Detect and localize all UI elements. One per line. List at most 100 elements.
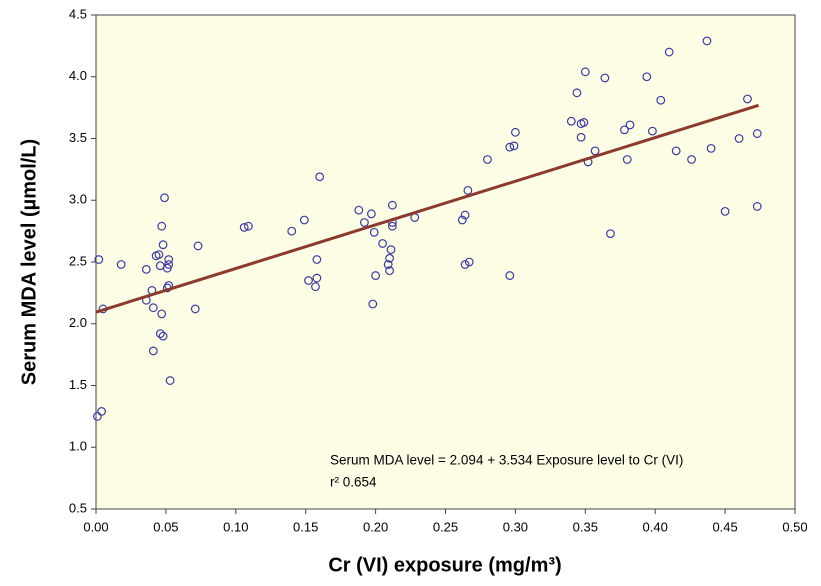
x-tick-label: 0.20: [363, 519, 388, 534]
data-point: [304, 276, 313, 285]
data-point: [360, 218, 369, 227]
x-tick-label: 0.40: [643, 519, 668, 534]
data-point: [576, 132, 586, 142]
data-point: [622, 155, 632, 164]
data-point: [743, 94, 752, 104]
x-tick-label: 0.05: [153, 519, 178, 534]
data-point: [97, 407, 106, 416]
trend-line: [95, 103, 760, 314]
x-tick-label: 0.25: [433, 519, 458, 534]
data-point: [154, 250, 164, 259]
data-point: [385, 266, 394, 276]
data-point: [164, 260, 174, 269]
data-point: [312, 273, 322, 283]
data-point: [600, 73, 610, 83]
x-tick-label: 0.00: [83, 519, 108, 534]
y-tick-label: 1.0: [69, 439, 87, 454]
data-point: [387, 221, 397, 231]
data-point: [116, 260, 126, 269]
data-point: [367, 209, 376, 219]
data-point: [190, 304, 200, 314]
data-point: [165, 376, 175, 385]
data-point: [312, 255, 322, 264]
data-point: [148, 303, 158, 313]
y-axis-title: Serum MDA level (µmol/L): [18, 139, 40, 385]
data-point: [368, 299, 378, 309]
data-point: [752, 129, 762, 138]
data-point: [671, 146, 681, 156]
data-point: [664, 47, 674, 57]
x-tick-label: 0.15: [293, 519, 318, 534]
equation: Serum MDA level = 2.094 + 3.534 Exposure…: [330, 453, 683, 468]
plot-area: [95, 14, 796, 510]
data-point: [505, 142, 515, 152]
y-tick-label: 0.5: [69, 500, 87, 515]
data-point: [464, 257, 474, 267]
data-point: [378, 239, 387, 248]
data-point: [457, 215, 467, 225]
data-point: [463, 185, 473, 195]
data-point: [656, 95, 666, 105]
data-point: [155, 329, 165, 339]
x-tick-label: 0.50: [782, 519, 807, 534]
y-tick-label: 2.0: [69, 315, 87, 330]
data-point: [164, 255, 174, 264]
r-squared: r² 0.654: [330, 475, 377, 490]
data-point: [94, 255, 104, 264]
data-point: [706, 143, 716, 153]
x-tick-label: 0.10: [223, 519, 248, 534]
data-point: [383, 260, 393, 269]
data-point: [160, 193, 169, 203]
data-point: [157, 221, 167, 231]
data-point: [606, 229, 615, 238]
data-point: [460, 210, 470, 220]
data-point: [687, 155, 696, 164]
data-point: [702, 36, 712, 46]
data-point: [193, 241, 203, 251]
x-tick-label: 0.35: [573, 519, 598, 534]
data-point: [566, 116, 576, 126]
data-point: [158, 240, 168, 250]
data-point: [752, 202, 762, 211]
data-point: [511, 127, 520, 137]
data-point: [509, 141, 519, 151]
data-point: [243, 221, 253, 231]
data-point: [299, 215, 309, 225]
y-tick-label: 4.0: [69, 68, 87, 83]
data-point: [157, 309, 167, 319]
data-point: [572, 88, 582, 98]
y-tick-label: 4.5: [69, 6, 87, 21]
y-tick-label: 1.5: [69, 377, 87, 392]
data-point: [287, 226, 297, 236]
data-point: [311, 282, 320, 292]
y-tick-label: 2.5: [69, 253, 87, 268]
y-tick-label: 3.0: [69, 192, 87, 207]
data-point: [387, 200, 397, 210]
data-point: [625, 120, 635, 130]
data-point: [642, 72, 652, 82]
data-point: [720, 206, 730, 216]
data-point: [386, 245, 396, 255]
data-point: [734, 134, 744, 143]
x-axis-title: Cr (VI) exposure (mg/m³): [328, 554, 561, 576]
x-tick-label: 0.45: [712, 519, 737, 534]
data-point: [590, 146, 600, 156]
data-point: [579, 118, 589, 127]
data-point: [369, 227, 379, 237]
data-point: [148, 346, 158, 356]
data-point: [648, 126, 657, 136]
data-point: [158, 331, 168, 341]
data-point: [483, 155, 492, 164]
data-point: [162, 263, 172, 273]
x-tick-label: 0.30: [503, 519, 528, 534]
data-point: [580, 67, 590, 77]
data-point: [354, 205, 364, 215]
data-point: [315, 172, 325, 182]
data-point: [385, 253, 394, 263]
data-point: [239, 223, 249, 232]
data-point: [371, 271, 381, 280]
data-point: [505, 271, 515, 280]
data-point: [141, 265, 151, 274]
y-tick-label: 3.5: [69, 130, 87, 145]
